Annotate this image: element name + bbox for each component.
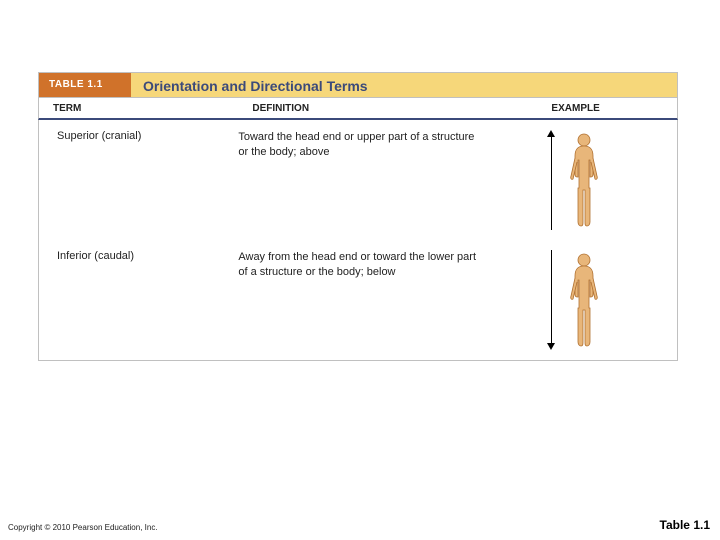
table-body: Superior (cranial) Toward the head end o… <box>38 120 678 361</box>
column-header-row: TERM DEFINITION EXAMPLE <box>38 98 678 120</box>
definition-cell: Away from the head end or toward the low… <box>238 250 537 360</box>
column-header-term: TERM <box>39 98 238 118</box>
definition-cell: Toward the head end or upper part of a s… <box>238 130 537 240</box>
term-cell: Inferior (caudal) <box>39 250 238 360</box>
human-figure-icon <box>563 250 605 350</box>
example-cell <box>537 130 677 240</box>
direction-arrow-up <box>547 130 555 230</box>
table-caption: Table 1.1 <box>660 518 710 532</box>
column-header-definition: DEFINITION <box>238 98 537 118</box>
table-title: Orientation and Directional Terms <box>131 73 677 97</box>
anatomical-terms-table: TABLE 1.1 Orientation and Directional Te… <box>38 72 678 361</box>
copyright-text: Copyright © 2010 Pearson Education, Inc. <box>8 523 158 532</box>
example-cell <box>537 250 677 360</box>
table-row: Superior (cranial) Toward the head end o… <box>39 120 677 240</box>
table-number-badge: TABLE 1.1 <box>39 73 131 97</box>
human-figure-icon <box>563 130 605 230</box>
table-row: Inferior (caudal) Away from the head end… <box>39 240 677 360</box>
term-cell: Superior (cranial) <box>39 130 238 240</box>
table-header-bar: TABLE 1.1 Orientation and Directional Te… <box>38 72 678 98</box>
direction-arrow-down <box>547 250 555 350</box>
column-header-example: EXAMPLE <box>537 98 677 118</box>
